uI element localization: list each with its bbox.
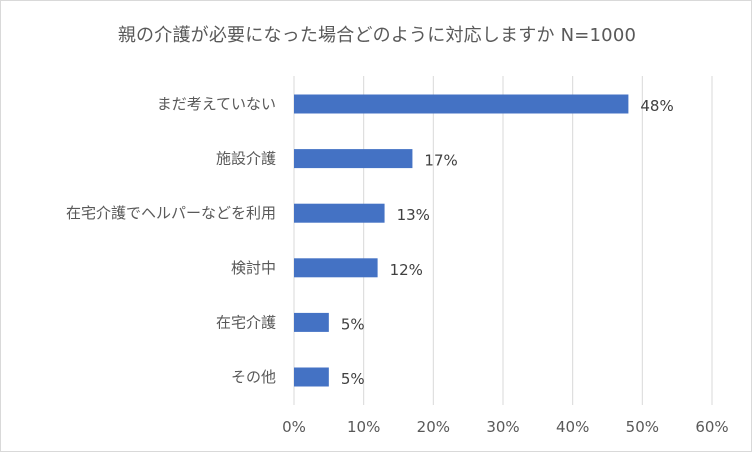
x-tick-label: 20%: [417, 418, 450, 436]
bar: [294, 203, 385, 223]
bar: [294, 149, 413, 169]
x-tick-label: 30%: [486, 418, 519, 436]
x-tick-label: 10%: [347, 418, 380, 436]
bar: [294, 312, 329, 332]
category-label: 施設介護: [216, 150, 276, 168]
data-label: 5%: [341, 315, 365, 333]
data-label: 5%: [341, 370, 365, 388]
category-label: 在宅介護でヘルパーなどを利用: [66, 204, 276, 222]
bar: [294, 367, 329, 387]
category-label: 在宅介護: [216, 313, 276, 331]
x-tick-label: 0%: [282, 418, 306, 436]
bar: [294, 94, 629, 114]
data-label: 48%: [640, 97, 673, 115]
data-label: 17%: [424, 152, 457, 170]
category-label: まだ考えていない: [157, 95, 276, 113]
x-tick-label: 50%: [626, 418, 659, 436]
data-label: 13%: [397, 206, 430, 224]
category-label: 検討中: [231, 259, 276, 277]
category-label: その他: [231, 368, 276, 386]
data-label: 12%: [390, 261, 423, 279]
bar: [294, 258, 378, 278]
x-tick-label: 40%: [556, 418, 589, 436]
chart-title: 親の介護が必要になった場合どのように対応しますか N=1000: [117, 25, 637, 46]
x-tick-label: 60%: [695, 418, 728, 436]
